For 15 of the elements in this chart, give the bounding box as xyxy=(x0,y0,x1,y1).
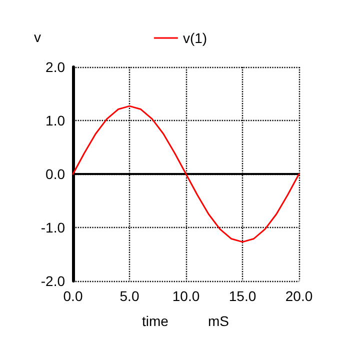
y-tick-label: 0.0 xyxy=(46,166,66,182)
legend-label: v(1) xyxy=(182,30,208,46)
y-axis-title: v xyxy=(34,29,41,45)
line-series xyxy=(72,105,300,243)
y-tick-label: 1.0 xyxy=(46,112,66,128)
x-tick-label: 15.0 xyxy=(228,288,256,304)
x-axis-title: time xyxy=(142,313,169,329)
y-tick-label: -1.0 xyxy=(40,220,66,236)
x-tick-label: 10.0 xyxy=(172,288,200,304)
x-tick-label: 20.0 xyxy=(285,288,313,304)
y-tick-label: 2.0 xyxy=(46,59,66,75)
x-tick-label: 0.0 xyxy=(63,288,83,304)
x-tick-label: 5.0 xyxy=(120,288,140,304)
y-tick-label: -2.0 xyxy=(40,273,66,289)
text: mS xyxy=(208,313,229,329)
